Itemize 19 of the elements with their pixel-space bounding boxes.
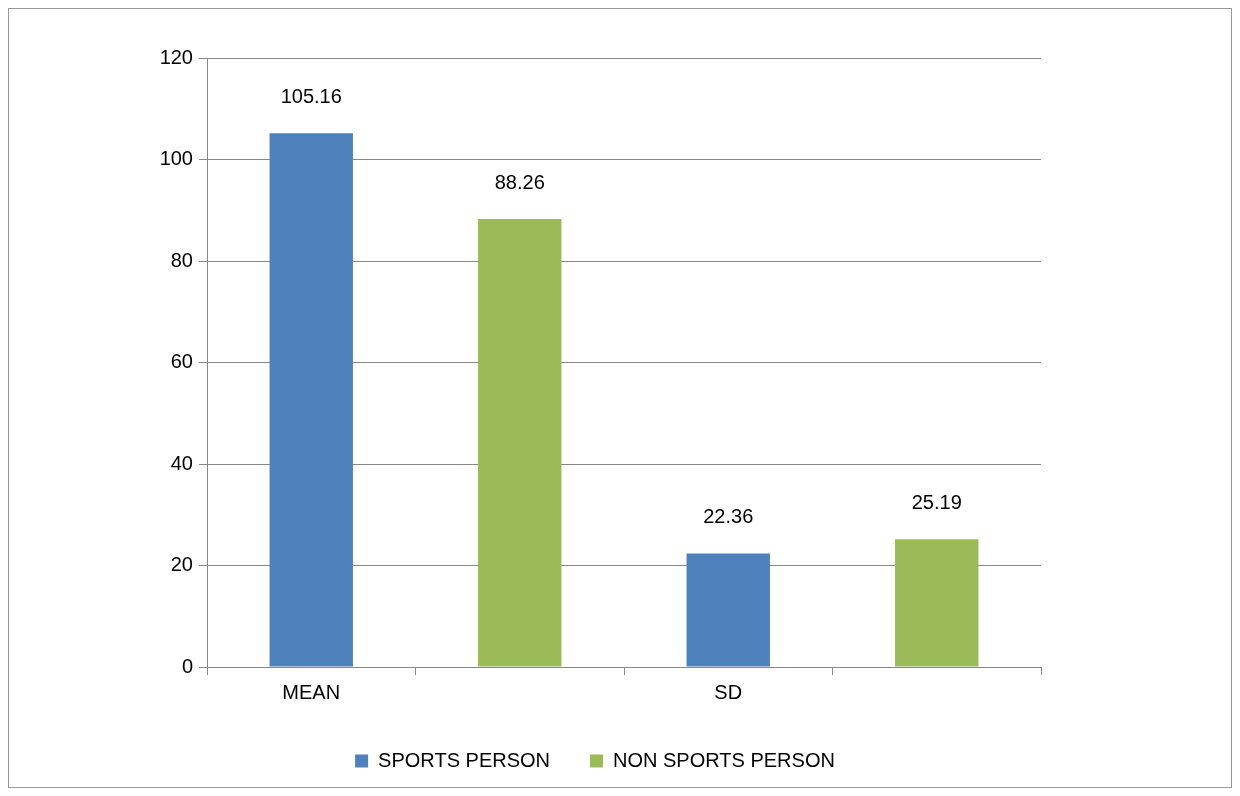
bar (686, 553, 770, 667)
y-tick-label: 80 (170, 248, 193, 271)
data-label: 88.26 (494, 170, 545, 193)
y-tick-label: 60 (170, 350, 193, 373)
data-label: 22.36 (703, 505, 754, 528)
legend-label: NON SPORTS PERSON (613, 748, 835, 771)
bar (478, 219, 562, 667)
y-tick-label: 40 (170, 451, 193, 474)
x-tick-label: SD (714, 680, 743, 703)
data-label: 25.19 (911, 490, 962, 513)
bar (895, 539, 979, 667)
bar (269, 133, 353, 667)
y-tick-label: 0 (181, 654, 193, 677)
y-tick-label: 100 (159, 147, 193, 170)
x-tick-label: MEAN (282, 680, 341, 703)
data-label: 105.16 (280, 84, 342, 107)
y-tick-label: 120 (159, 45, 193, 68)
y-tick-label: 20 (170, 553, 193, 576)
legend-label: SPORTS PERSON (378, 748, 551, 771)
